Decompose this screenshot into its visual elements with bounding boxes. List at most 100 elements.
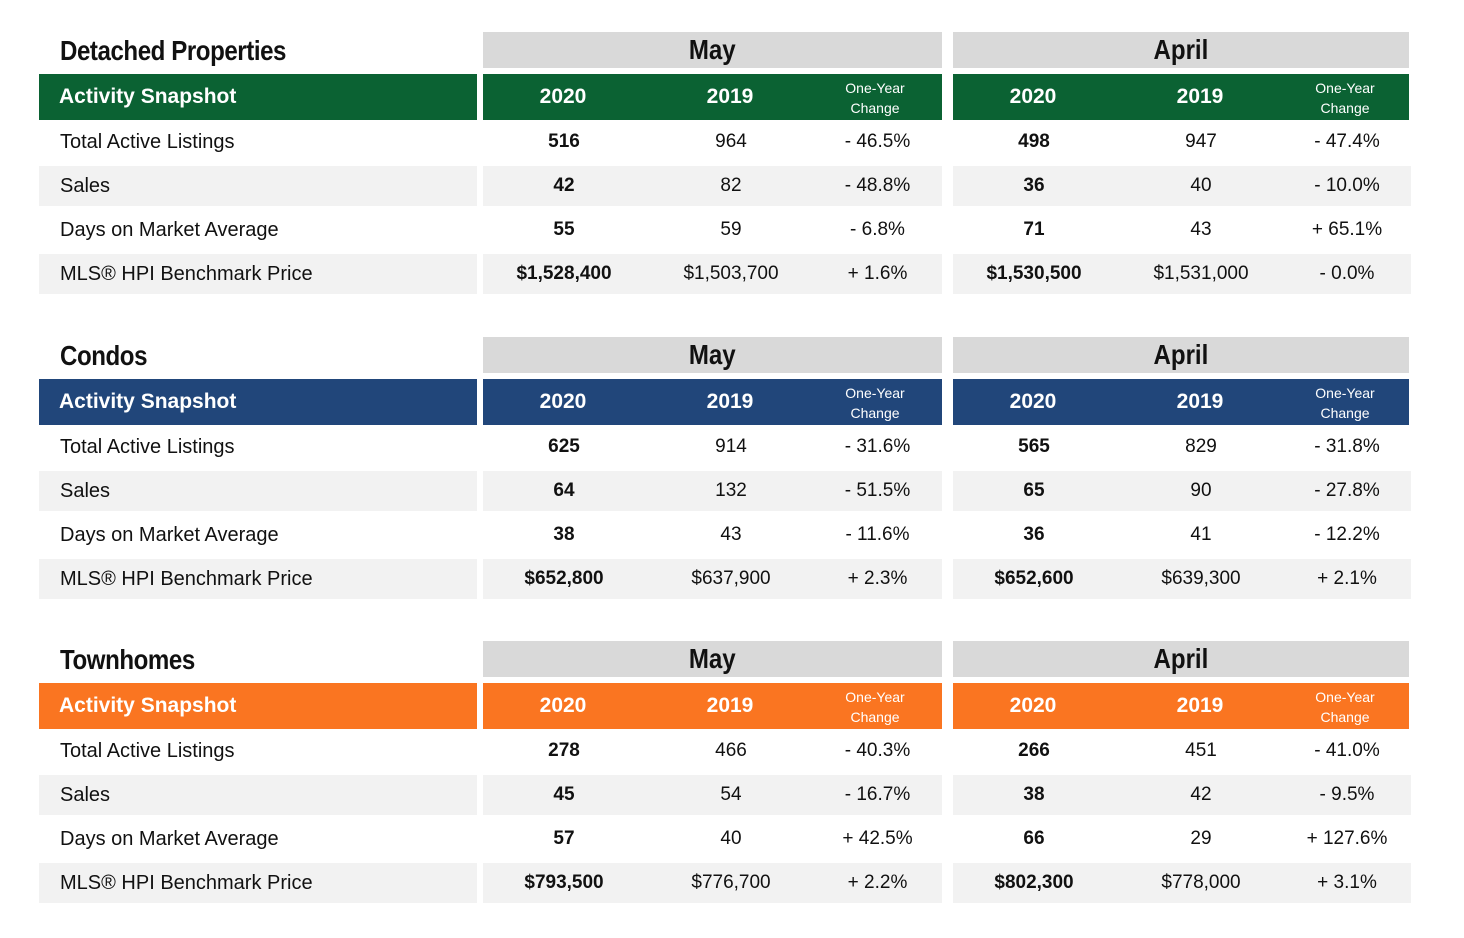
table-row: MLS® HPI Benchmark Price $793,500 $776,700… [0, 863, 1464, 903]
month-header-april: April [953, 32, 1409, 68]
year-header-may: 2020 2019 One-Year Change [483, 683, 942, 729]
may-2020-value: 57 [553, 828, 575, 849]
one-year-change-label: One-Year Change [815, 78, 935, 118]
row-shading [483, 166, 813, 206]
table-row: Sales 45 54 - 16.7% 38 42 - 9.5% [0, 775, 1464, 815]
april-2020-value: 565 [1018, 436, 1050, 457]
change-line-1: One-Year [845, 80, 905, 96]
april-2019-value: 947 [1185, 131, 1217, 152]
april-2019-value: 90 [1190, 480, 1212, 501]
row-shading [1283, 775, 1411, 815]
april-change-value: - 0.0% [1319, 263, 1375, 284]
table-row: Sales 42 82 - 48.8% 36 40 - 10.0% [0, 166, 1464, 206]
month-header-may: May [483, 32, 942, 68]
may-2019-value: 466 [715, 740, 747, 761]
may-2019-value: 964 [715, 131, 747, 152]
row-shading [953, 471, 1283, 511]
year-2020-label: 2020 [539, 694, 587, 717]
table-row: Total Active Listings 625 914 - 31.6% 565 829… [0, 427, 1464, 467]
april-change-value: - 9.5% [1319, 784, 1375, 805]
row-shading [813, 471, 942, 511]
one-year-change-label: One-Year Change [815, 383, 935, 423]
may-2019-value: 40 [720, 828, 742, 849]
april-change-value: - 27.8% [1314, 480, 1380, 501]
row-label: Sales [60, 784, 111, 806]
may-2020-value: 42 [553, 175, 575, 196]
change-line-1: One-Year [1315, 385, 1375, 401]
one-year-change-label: One-Year Change [1285, 78, 1405, 118]
april-2019-value: 40 [1190, 175, 1212, 196]
row-shading [953, 254, 1283, 294]
may-2019-value: 132 [715, 480, 747, 501]
year-2020-label: 2020 [539, 85, 587, 108]
month-header-may: May [483, 337, 942, 373]
row-label: MLS® HPI Benchmark Price [60, 568, 313, 590]
april-2019-value: 41 [1190, 524, 1212, 545]
row-shading [483, 863, 813, 903]
one-year-change-label: One-Year Change [1285, 383, 1405, 423]
april-2020-value: 36 [1023, 175, 1045, 196]
month-label: April [1153, 339, 1209, 370]
april-2020-value: 498 [1018, 131, 1050, 152]
row-shading [1283, 471, 1411, 511]
april-2019-value: 29 [1190, 828, 1212, 849]
year-2019-label: 2019 [706, 85, 754, 108]
april-2020-value: $802,300 [994, 872, 1074, 893]
may-2020-value: $1,528,400 [516, 263, 612, 284]
april-change-value: - 10.0% [1314, 175, 1380, 196]
year-2020-label: 2020 [1009, 85, 1057, 108]
detached-section: Detached Properties May April Activity Snap… [0, 32, 1464, 304]
may-change-value: - 48.8% [844, 175, 911, 196]
year-2019-label: 2019 [706, 694, 754, 717]
may-2019-value: $1,503,700 [683, 263, 779, 284]
row-shading [1283, 863, 1411, 903]
month-label: May [689, 643, 736, 674]
row-label: MLS® HPI Benchmark Price [60, 263, 313, 285]
one-year-change-label: One-Year Change [815, 687, 935, 727]
may-2019-value: 54 [720, 784, 742, 805]
table-row: Days on Market Average 55 59 - 6.8% 71 43 + 65… [0, 210, 1464, 250]
year-header-may: 2020 2019 One-Year Change [483, 74, 942, 120]
row-label: Total Active Listings [60, 740, 235, 762]
row-shading [39, 775, 477, 815]
row-shading [1283, 559, 1411, 599]
may-2019-value: $776,700 [691, 872, 771, 893]
row-shading [39, 166, 477, 206]
row-label: Sales [60, 175, 111, 197]
april-2020-value: 66 [1023, 828, 1045, 849]
may-2019-value: 914 [715, 436, 747, 457]
may-2020-value: 278 [548, 740, 580, 761]
row-shading [813, 863, 942, 903]
month-label: May [689, 34, 736, 65]
april-change-value: - 41.0% [1314, 740, 1380, 761]
townhomes-section: Townhomes May April Activity Snapshot 2020 20… [0, 641, 1464, 913]
april-change-value: - 12.2% [1314, 524, 1380, 545]
row-shading [39, 254, 477, 294]
month-label: April [1153, 34, 1209, 65]
april-2019-value: 451 [1185, 740, 1217, 761]
table-row: Total Active Listings 278 466 - 40.3% 266 451… [0, 731, 1464, 771]
april-2020-value: 266 [1018, 740, 1050, 761]
row-shading [1283, 254, 1411, 294]
may-2020-value: 625 [548, 436, 580, 457]
snapshot-header: Activity Snapshot [39, 74, 477, 120]
may-2020-value: $793,500 [524, 872, 604, 893]
change-line-2: Change [1320, 405, 1370, 421]
may-2019-value: 43 [720, 524, 742, 545]
table-row: Total Active Listings 516 964 - 46.5% 498 947… [0, 122, 1464, 162]
may-change-value: - 6.8% [850, 219, 905, 240]
may-2019-value: 82 [720, 175, 742, 196]
row-shading [1283, 166, 1411, 206]
row-label: MLS® HPI Benchmark Price [60, 872, 313, 894]
may-change-value: + 1.6% [847, 263, 908, 284]
row-shading [953, 775, 1283, 815]
row-shading [483, 775, 813, 815]
change-line-2: Change [850, 405, 900, 421]
snapshot-label: Activity Snapshot [59, 85, 237, 108]
may-2020-value: 64 [553, 480, 575, 501]
april-change-value: - 47.4% [1314, 131, 1380, 152]
row-shading [813, 775, 942, 815]
april-2019-value: 43 [1190, 219, 1212, 240]
row-label: Days on Market Average [60, 524, 279, 546]
may-2020-value: 516 [548, 131, 580, 152]
